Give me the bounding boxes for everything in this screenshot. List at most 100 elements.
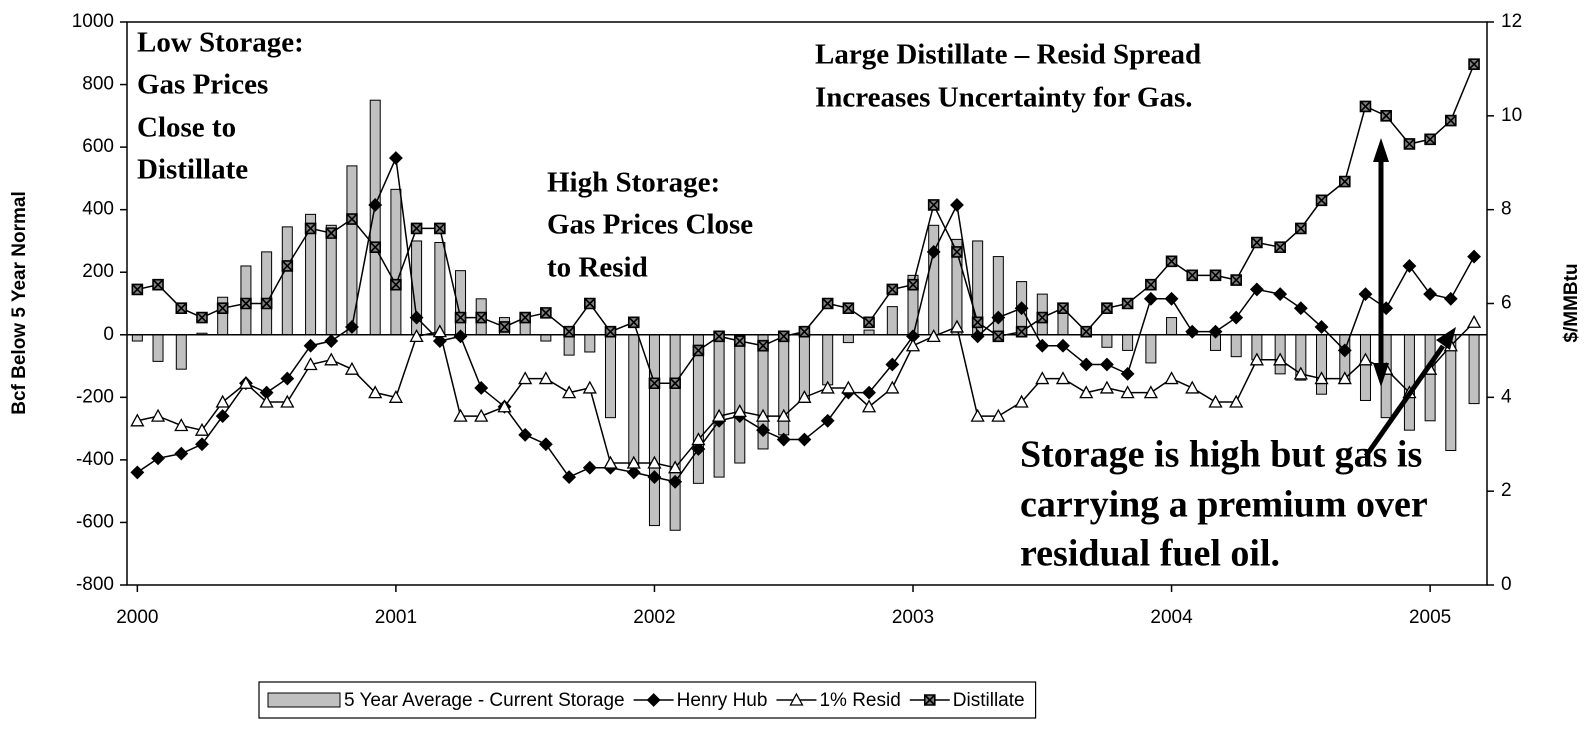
marker-square-x [1380,110,1392,122]
marker-triangle [1164,371,1179,385]
marker-square-x [1445,114,1457,127]
marker-triangle [970,408,985,422]
legend-label: Henry Hub [677,690,768,711]
annotation: Low Storage: [137,27,304,59]
marker-square-x [951,246,963,258]
marker-triangle [388,389,403,403]
bar [1230,334,1242,358]
bar [434,242,446,336]
marker-triangle [324,352,339,366]
marker-square-x [1468,58,1480,71]
marker-square-x [1338,175,1351,188]
legend-marker [923,694,936,706]
marker-diamond [388,151,403,165]
marker-square-x [669,377,681,390]
marker-square-x [757,339,769,352]
marker-square-x [842,302,855,314]
marker-diamond [950,198,964,212]
bar [1424,334,1436,422]
bar [563,334,575,356]
marker-triangle [1249,352,1264,366]
marker-square-x [604,325,617,338]
y-tick-label: 400 [82,199,114,220]
marker-diamond [1120,366,1135,381]
marker-diamond [582,460,597,475]
marker-diamond [1443,291,1458,306]
marker-diamond [756,423,770,438]
bar [1403,334,1415,431]
marker-diamond [1358,287,1373,302]
marker-triangle [885,380,900,394]
marker-diamond [776,432,791,447]
marker-diamond [562,470,577,485]
marker-triangle [474,408,489,422]
marker-diamond [215,409,230,424]
marker-square-x [1274,241,1286,253]
marker-diamond [1185,324,1200,339]
x-tick-label: 2000 [116,607,158,628]
marker-triangle [280,394,295,408]
marker-diamond [647,470,662,485]
y2-tick-label: 10 [1501,105,1522,126]
marker-triangle [711,408,727,422]
marker-square-x [1315,194,1328,207]
bar [928,224,940,336]
bar [369,99,381,336]
marker-triangle [194,422,210,436]
marker-square-x [434,222,446,235]
marker-diamond [1402,259,1417,273]
bar [584,334,596,353]
marker-triangle [1273,352,1288,366]
marker-diamond [1079,357,1094,372]
legend: 5 Year Average - Current Storage Henry Hu… [258,681,1037,719]
marker-square-x [777,330,790,343]
marker-triangle [691,432,706,446]
annotation-arrows [1363,138,1456,458]
bar [628,334,640,467]
arrow-head [1373,363,1389,387]
marker-diamond [1337,343,1352,358]
marker-diamond [691,442,706,456]
marker-diamond [174,446,189,461]
bar [1359,334,1371,401]
annotation: Distillate [137,154,248,186]
annotation: Large Distillate – Resid Spread [815,39,1201,71]
marker-triangle [518,371,533,385]
marker-square-x [584,297,596,310]
marker-diamond [991,310,1006,325]
marker-diamond [1229,310,1244,325]
marker-diamond [368,198,383,212]
marker-square-x [1186,269,1199,282]
bar [390,188,402,336]
marker-triangle [776,408,791,422]
marker-square-x [1209,269,1222,282]
marker-square-x [1036,311,1049,324]
bar [604,334,616,419]
marker-square-x [260,297,273,310]
marker-triangle [1120,385,1135,399]
marker-diamond [151,451,165,466]
bar [886,306,898,336]
marker-square-x [1101,302,1113,314]
marker-square-x [713,330,725,343]
marker-square-x [216,302,229,314]
bar [1145,334,1157,364]
marker-diamond [1035,338,1050,353]
x-tick-label: 2004 [1150,607,1193,628]
marker-square-x [627,316,640,329]
y-tick-label: 0 [103,324,114,345]
y-tick-label: -600 [76,511,114,532]
annotation: Increases Uncertainty for Gas. [815,82,1192,114]
marker-triangle [732,404,747,418]
marker-triangle [905,338,921,352]
marker-square-x [196,311,208,324]
marker-triangle [562,385,577,399]
marker-triangle [755,408,771,422]
marker-triangle [626,455,641,469]
marker-triangle [1314,371,1329,385]
marker-square-x [1251,236,1263,249]
marker-triangle [150,408,166,422]
marker-diamond [1273,287,1288,302]
marker-square-x [325,227,338,239]
marker-diamond [518,427,533,442]
